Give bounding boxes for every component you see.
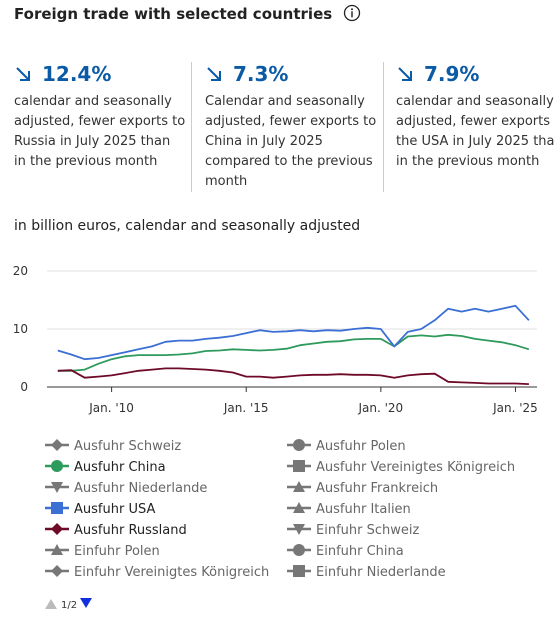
legend-label: Ausfuhr China [74, 460, 166, 475]
legend-marker [293, 565, 305, 577]
x-tick-label: Jan. '10 [88, 401, 134, 415]
separator [383, 62, 384, 192]
series-line [57, 304, 530, 361]
legend-label: Ausfuhr Polen [316, 439, 406, 454]
legend-label: Ausfuhr Frankreich [316, 481, 438, 496]
x-tick-label: Jan. '15 [223, 401, 269, 415]
down-arrow-icon [16, 67, 30, 81]
legend-item[interactable]: Ausfuhr China [45, 460, 166, 475]
legend-label: Ausfuhr Vereinigtes Königreich [316, 460, 515, 475]
legend-item[interactable]: Ausfuhr Frankreich [287, 481, 438, 496]
legend-item[interactable]: Einfuhr Niederlande [287, 565, 446, 580]
legend-item[interactable]: Einfuhr Vereinigtes Königreich [45, 565, 269, 580]
legend-label: Einfuhr Polen [74, 544, 160, 559]
legend-label: Einfuhr China [316, 544, 404, 559]
title: Foreign trade with selected countries [14, 5, 333, 23]
legend-item[interactable]: Einfuhr China [287, 544, 404, 559]
legend-marker [51, 544, 63, 555]
legend-item[interactable]: Ausfuhr Schweiz [45, 439, 181, 454]
series-line [57, 367, 529, 385]
legend-next[interactable] [80, 598, 92, 608]
legend-item[interactable]: Ausfuhr Niederlande [45, 481, 207, 496]
legend-item[interactable]: Einfuhr Polen [45, 544, 160, 559]
legend-label: Einfuhr Niederlande [316, 565, 446, 580]
legend-item[interactable]: Einfuhr Schweiz [287, 523, 419, 538]
legend-marker [293, 460, 305, 472]
kpi-text: Calendar and seasonally adjusted, fewer … [205, 94, 377, 189]
legend-item[interactable]: Ausfuhr Vereinigtes Königreich [287, 460, 515, 475]
y-tick-label: 10 [13, 322, 28, 336]
kpi-value: 12.4% [42, 62, 112, 86]
kpi-value-row: 7.3% [205, 60, 377, 88]
legend-prev [45, 599, 57, 609]
kpi-value-row: 12.4% [14, 60, 186, 88]
legend-item[interactable]: Ausfuhr Italien [287, 502, 411, 517]
separator [191, 62, 192, 192]
kpi-text: calendar and seasonally adjusted, fewer … [14, 94, 186, 169]
kpi-value-row: 7.9% [396, 60, 554, 88]
legend-label: Einfuhr Schweiz [316, 523, 419, 538]
x-tick-label: Jan. '25 [492, 401, 538, 415]
kpi-text: calendar and seasonally adjusted, fewer … [396, 94, 554, 169]
chart-subtitle: in billion euros, calendar and seasonall… [14, 218, 361, 234]
legend-marker [51, 482, 63, 493]
legend-marker [51, 502, 63, 514]
legend-label: Ausfuhr Niederlande [74, 481, 207, 496]
legend-item[interactable]: Ausfuhr Russland [45, 523, 187, 538]
legend-marker [293, 544, 305, 556]
info-icon[interactable] [343, 4, 361, 22]
legend-item[interactable]: Ausfuhr Polen [287, 439, 406, 454]
title-row: Foreign trade with selected countries [14, 4, 361, 23]
legend-marker [293, 502, 305, 513]
down-arrow-icon [398, 67, 412, 81]
legend-marker [51, 523, 63, 535]
legend-label: Ausfuhr Russland [74, 523, 187, 538]
kpi: 12.4% calendar and seasonally adjusted, f… [14, 60, 186, 172]
legend-marker [51, 460, 63, 472]
y-tick-label: 20 [13, 264, 28, 278]
y-tick-label: 0 [20, 380, 28, 394]
legend-marker [293, 481, 305, 492]
legend-marker [293, 524, 305, 535]
legend-marker [293, 439, 305, 451]
legend-marker [51, 439, 63, 451]
kpi-value: 7.3% [233, 62, 289, 86]
kpi: 7.3% Calendar and seasonally adjusted, fe… [205, 60, 377, 192]
kpi: 7.9% calendar and seasonally adjusted, fe… [396, 60, 554, 172]
series-line [57, 333, 530, 372]
legend-label: Ausfuhr Italien [316, 502, 411, 517]
legend-page: 1/2 [61, 600, 77, 611]
x-tick-label: Jan. '20 [357, 401, 403, 415]
legend-marker [51, 565, 63, 577]
kpi-value: 7.9% [424, 62, 480, 86]
chart: 0 10 20 Jan. '10 Jan. '15 Jan. '20 Jan. '25 Aus… [13, 264, 538, 611]
legend-label: Einfuhr Vereinigtes Königreich [74, 565, 269, 580]
down-arrow-icon [207, 67, 221, 81]
legend-label: Ausfuhr Schweiz [74, 439, 181, 454]
legend-item[interactable]: Ausfuhr USA [45, 502, 155, 517]
legend-label: Ausfuhr USA [74, 502, 155, 517]
